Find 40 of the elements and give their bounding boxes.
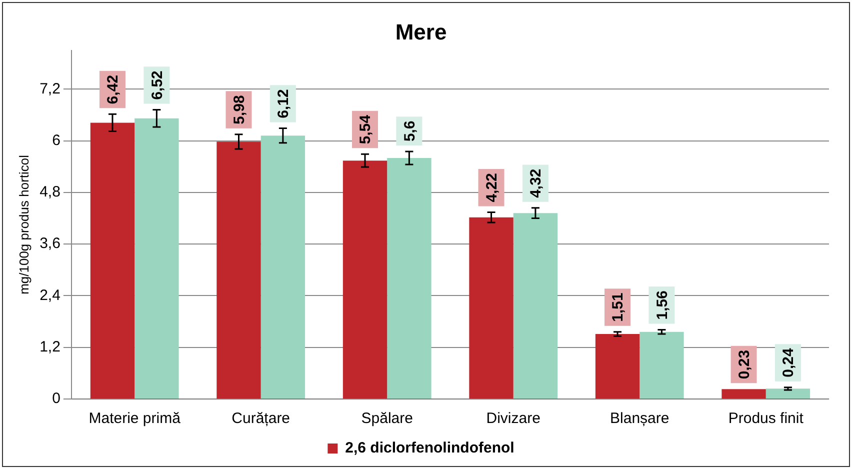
bar	[722, 389, 766, 398]
bar	[342, 160, 388, 398]
y-tick-label: 4,8	[40, 184, 60, 201]
y-tick-label: 1,2	[40, 338, 60, 356]
y-tick-label: 3,6	[40, 235, 60, 252]
data-label: 1,56	[654, 290, 671, 320]
y-tick-label: 2,4	[40, 286, 60, 304]
y-axis-title: mg/100g produs horticol	[16, 154, 32, 294]
bar	[469, 217, 514, 398]
bar	[216, 142, 261, 398]
chart-title: Mere	[395, 19, 447, 44]
data-label: 0,23	[736, 350, 753, 380]
bar	[640, 332, 684, 398]
data-label: 6,52	[148, 70, 166, 100]
bar	[513, 213, 558, 398]
bar	[134, 118, 179, 398]
x-tick-label: Curățare	[232, 410, 290, 428]
y-tick-label: 7,2	[40, 80, 60, 98]
bar	[90, 122, 135, 398]
x-tick-label: Spălare	[361, 410, 413, 428]
y-tick-label: 0	[52, 390, 60, 408]
data-label: 0,24	[780, 348, 798, 378]
data-label: 5,98	[230, 95, 248, 124]
legend-label: 2,6 diclorfenolindofenol	[345, 440, 514, 457]
data-label: 6,42	[104, 74, 122, 104]
data-label: 1,51	[610, 292, 627, 322]
data-label: 6,12	[275, 89, 292, 118]
x-tick-label: Produs finit	[728, 410, 804, 428]
data-label: 5,54	[357, 114, 374, 144]
data-label: 4,22	[483, 173, 500, 202]
x-tick-label: Divizare	[486, 410, 540, 428]
bar	[387, 158, 432, 398]
bar	[766, 388, 810, 398]
data-label: 5,6	[401, 120, 418, 142]
data-label: 4,32	[528, 168, 545, 198]
x-tick-label: Blanșare	[610, 410, 670, 428]
bar	[260, 136, 306, 398]
y-tick-label: 6	[52, 132, 60, 149]
x-tick-label: Materie primă	[88, 410, 182, 428]
bar	[595, 334, 640, 398]
